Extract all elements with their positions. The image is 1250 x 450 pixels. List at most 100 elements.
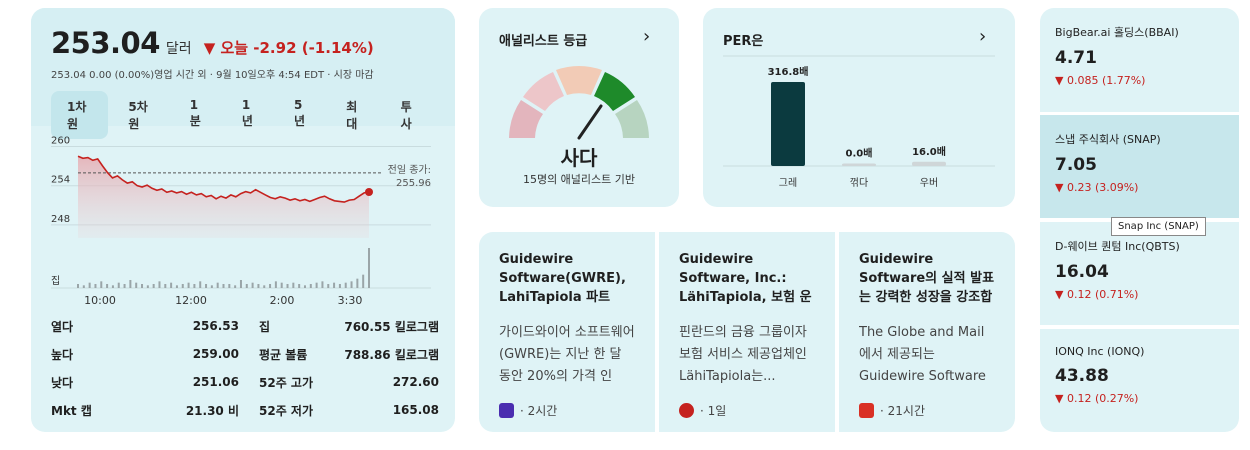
volume-bar [170, 282, 173, 288]
ticker-item[interactable]: 스냅 주식회사 (SNAP) 7.05 ▼ 0.23 (3.09%) [1040, 115, 1239, 218]
news-age: · 2시간 [520, 404, 558, 418]
news-title[interactable]: Guidewire Software, Inc.: LähiTapiola, 보… [679, 252, 812, 305]
stat-label: 52주 저가 [259, 403, 313, 418]
range-tab-max[interactable]: 최대 [346, 100, 358, 131]
volume-bar [129, 280, 132, 288]
volume-bar [286, 284, 289, 288]
ticker-item[interactable]: IONQ Inc (IONQ) 43.88 ▼ 0.12 (0.27%) [1040, 329, 1239, 432]
news-card[interactable]: Guidewire Software, Inc.: LähiTapiola, 보… [659, 232, 835, 432]
volume-bar [292, 282, 295, 288]
volume-bar [298, 284, 301, 288]
stock-header: 253.04 달러 ▼ 오늘 -2.92 (-1.14%) 253.04 0.0… [31, 8, 455, 139]
stat-value: 251.06 [192, 375, 239, 389]
ticker-name: 스냅 주식회사 (SNAP) [1055, 133, 1161, 146]
volume-bar [135, 282, 138, 288]
ticker-name: IONQ Inc (IONQ) [1055, 345, 1145, 358]
analyst-count: 15명의 애널리스트 기반 [522, 173, 636, 186]
volume-bar [234, 285, 237, 288]
gauge-hold [556, 66, 602, 95]
ticker-name: BigBear.ai 홀딩스(BBAI) [1055, 26, 1179, 39]
volume-bar [111, 285, 114, 288]
range-tab-5d[interactable]: 5차원 [128, 100, 148, 131]
gauge-buy [594, 72, 635, 111]
gauge-sell [523, 72, 564, 111]
range-tab-1d[interactable]: 1차원 [51, 91, 109, 139]
ticker-change: ▼ 0.12 (0.71%) [1055, 288, 1139, 301]
ticker-change: ▼ 0.12 (0.27%) [1055, 392, 1139, 405]
gauge-strong-buy [615, 100, 649, 138]
range-tab-1m[interactable]: 1분 [189, 98, 201, 128]
volume-bar [362, 274, 365, 288]
volume-bar [257, 284, 260, 288]
price-change: ▼ 오늘 -2.92 (-1.14%) [203, 39, 374, 57]
ticker-item[interactable]: BigBear.ai 홀딩스(BBAI) 4.71 ▼ 0.085 (1.77%… [1040, 8, 1239, 112]
volume-bar [199, 281, 202, 288]
chevron-right-icon[interactable]: › [979, 26, 987, 47]
volume-bar [152, 284, 155, 288]
stat-value: 165.08 [392, 403, 439, 417]
ticker-item[interactable]: D-웨이브 퀀텀 Inc(QBTS) 16.04 ▼ 0.12 (0.71%) [1040, 222, 1239, 325]
stat-row: 낮다 251.06 52주 고가 272.60 [51, 368, 439, 396]
news-age: · 21시간 [880, 404, 925, 418]
stat-value: 256.53 [192, 319, 239, 333]
ticker-change: ▼ 0.23 (3.09%) [1055, 181, 1139, 194]
range-tab-1y[interactable]: 1년 [241, 98, 253, 128]
news-desc: 가이드와이어 소프트웨어(GWRE)는 지난 한 달 동안 20%의 가격 인상… [499, 325, 635, 384]
ticker-price: 4.71 [1055, 48, 1097, 68]
ticker-name: D-웨이브 퀀텀 Inc(QBTS) [1055, 240, 1180, 253]
volume-bar [117, 282, 120, 288]
volume-bar [338, 284, 341, 288]
volume-bar [100, 281, 103, 288]
volume-bar [146, 285, 149, 288]
volume-bar [269, 284, 272, 288]
prev-close-label: 전일 종가: [388, 164, 431, 176]
stat-value: 21.30 비 [185, 403, 239, 418]
gauge-needle [577, 104, 603, 140]
currency-unit: 달러 [165, 41, 192, 57]
news-card[interactable]: Guidewire Software의 실적 발표는 강력한 성장을 강조합니다… [839, 232, 1015, 432]
stat-label: 낮다 [51, 375, 74, 390]
price-line [77, 155, 370, 203]
stat-value: 788.86 킬로그램 [344, 347, 439, 362]
volume-bar [216, 282, 219, 288]
per-value-label: 316.8배 [768, 65, 809, 78]
ticker-price: 43.88 [1055, 366, 1109, 386]
range-tabs: 1차원 5차원 1분 1년 5년 최대 투사 [51, 91, 435, 139]
analyst-rating-card[interactable]: 애널리스트 등급 › 사다 15명의 애널리스트 기반 [479, 8, 679, 207]
volume-bar [82, 285, 85, 288]
per-category-label: 우버 [920, 177, 938, 189]
y-tick-label: 248 [51, 214, 70, 225]
news-desc: The Globe and Mail에서 제공되는 Guidewire Soft… [859, 325, 986, 384]
volume-label: 집 [51, 275, 60, 287]
ticker-change: ▼ 0.085 (1.77%) [1055, 74, 1146, 87]
volume-bar [210, 285, 213, 288]
per-bar [912, 161, 946, 166]
news-card[interactable]: Guidewire Software(GWRE), LahiTapiola 파트… [479, 232, 655, 432]
volume-bar [321, 281, 324, 288]
chevron-right-icon[interactable]: › [643, 26, 651, 47]
stat-row: 높다 259.00 평균 볼륨 788.86 킬로그램 [51, 340, 439, 368]
stat-value: 760.55 킬로그램 [344, 319, 439, 334]
volume-bar [141, 284, 144, 288]
per-category-label: 그레 [779, 177, 797, 189]
news-age: · 1일 [700, 404, 727, 418]
ticker-price: 7.05 [1055, 155, 1097, 175]
news-title[interactable]: Guidewire Software(GWRE), LahiTapiola 파트… [499, 252, 626, 305]
per-card[interactable]: PER은 › 316.8배 그레 0.0배 꺾다 16.0배 우버 [703, 8, 1015, 207]
volume-bar [251, 282, 254, 288]
rating-gauge [509, 66, 649, 140]
volume-bar [158, 281, 161, 288]
stat-label: Mkt 캡 [51, 403, 92, 418]
volume-bar [77, 284, 79, 288]
x-tick-label: 3:30 [338, 294, 363, 306]
news-title[interactable]: Guidewire Software의 실적 발표는 강력한 성장을 강조합니다… [859, 252, 995, 305]
volume-bar [315, 282, 318, 288]
price-chart[interactable]: 260 254 248 전일 종가: 255.96 집 10:00 12:00 2:00 3:30 [31, 126, 455, 306]
range-tab-5y[interactable]: 5년 [294, 98, 306, 128]
last-price-dot [365, 188, 373, 197]
range-tab-projection[interactable]: 투사 [400, 100, 412, 131]
volume-bar [263, 285, 266, 288]
tooltip: Snap Inc (SNAP) [1111, 217, 1206, 236]
per-value-label: 16.0배 [912, 145, 946, 158]
